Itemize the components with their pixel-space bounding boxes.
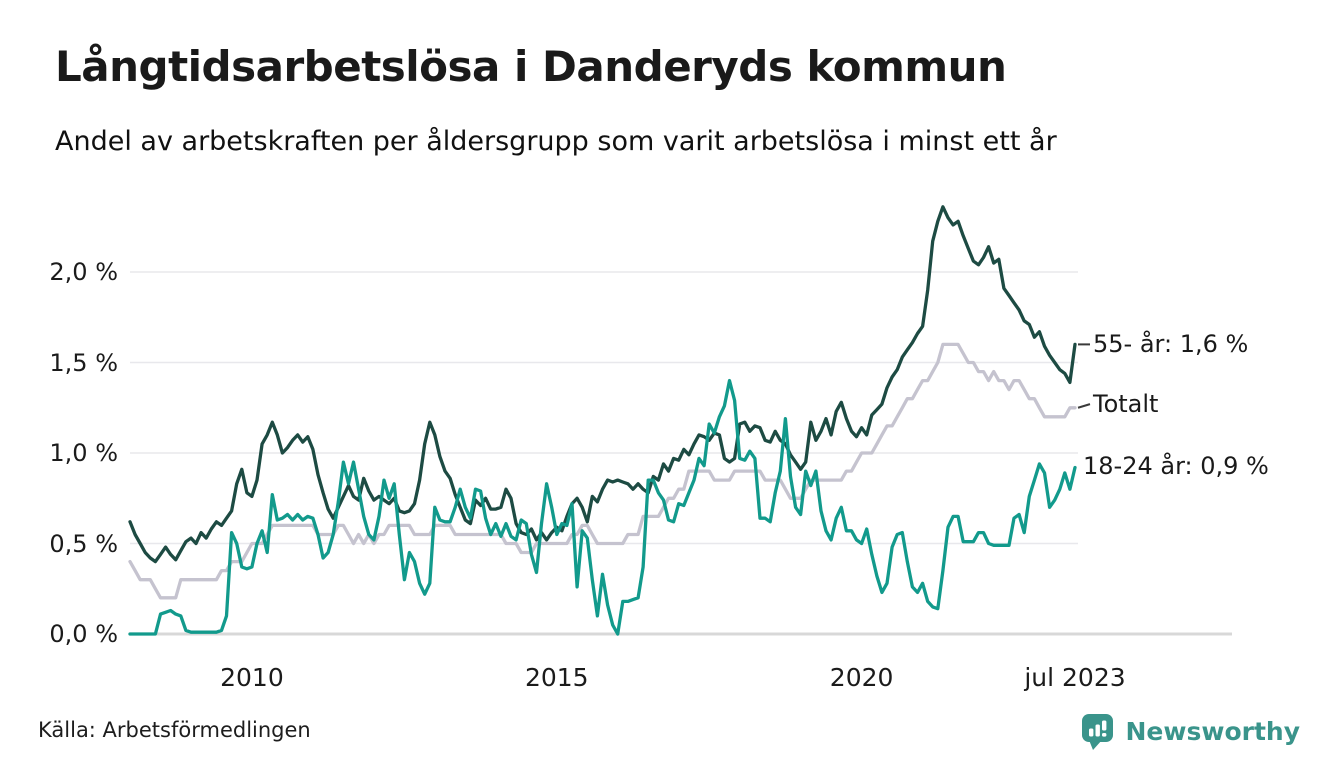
series-end-label-55-r: 55- år: 1,6 % xyxy=(1093,330,1249,359)
source-note: Källa: Arbetsförmedlingen xyxy=(38,718,311,742)
series-line-55-r xyxy=(128,205,1077,564)
series-end-label-totalt: Totalt xyxy=(1093,390,1159,419)
y-tick-label: 1,5 % xyxy=(49,348,118,377)
x-tick-label: 2015 xyxy=(524,663,589,692)
series-end-label-18-24-r: 18-24 år: 0,9 % xyxy=(1083,451,1269,480)
x-tick-label: 2020 xyxy=(829,663,894,692)
x-tick-label: 2010 xyxy=(220,663,284,692)
newsworthy-wordmark: Newsworthy xyxy=(1125,716,1301,746)
series-line-totalt xyxy=(128,342,1077,600)
series-line-18-24-r xyxy=(128,378,1077,636)
y-tick-label: 2,0 % xyxy=(49,258,118,286)
bar-chart-speech-bubble-icon xyxy=(1081,714,1113,750)
y-tick-label: 1,0 % xyxy=(49,439,118,467)
label-connector xyxy=(1077,403,1091,409)
x-tick-label: jul 2023 xyxy=(1024,663,1126,692)
newsworthy-logo: Newsworthy xyxy=(1080,712,1301,750)
y-tick-label: 0,0 % xyxy=(49,620,118,648)
page-subtitle: Andel av arbetskraften per åldersgrupp s… xyxy=(55,126,1057,157)
page-title: Långtidsarbetslösa i Danderyds kommun xyxy=(55,42,1007,91)
y-tick-label: 0,5 % xyxy=(49,529,118,558)
